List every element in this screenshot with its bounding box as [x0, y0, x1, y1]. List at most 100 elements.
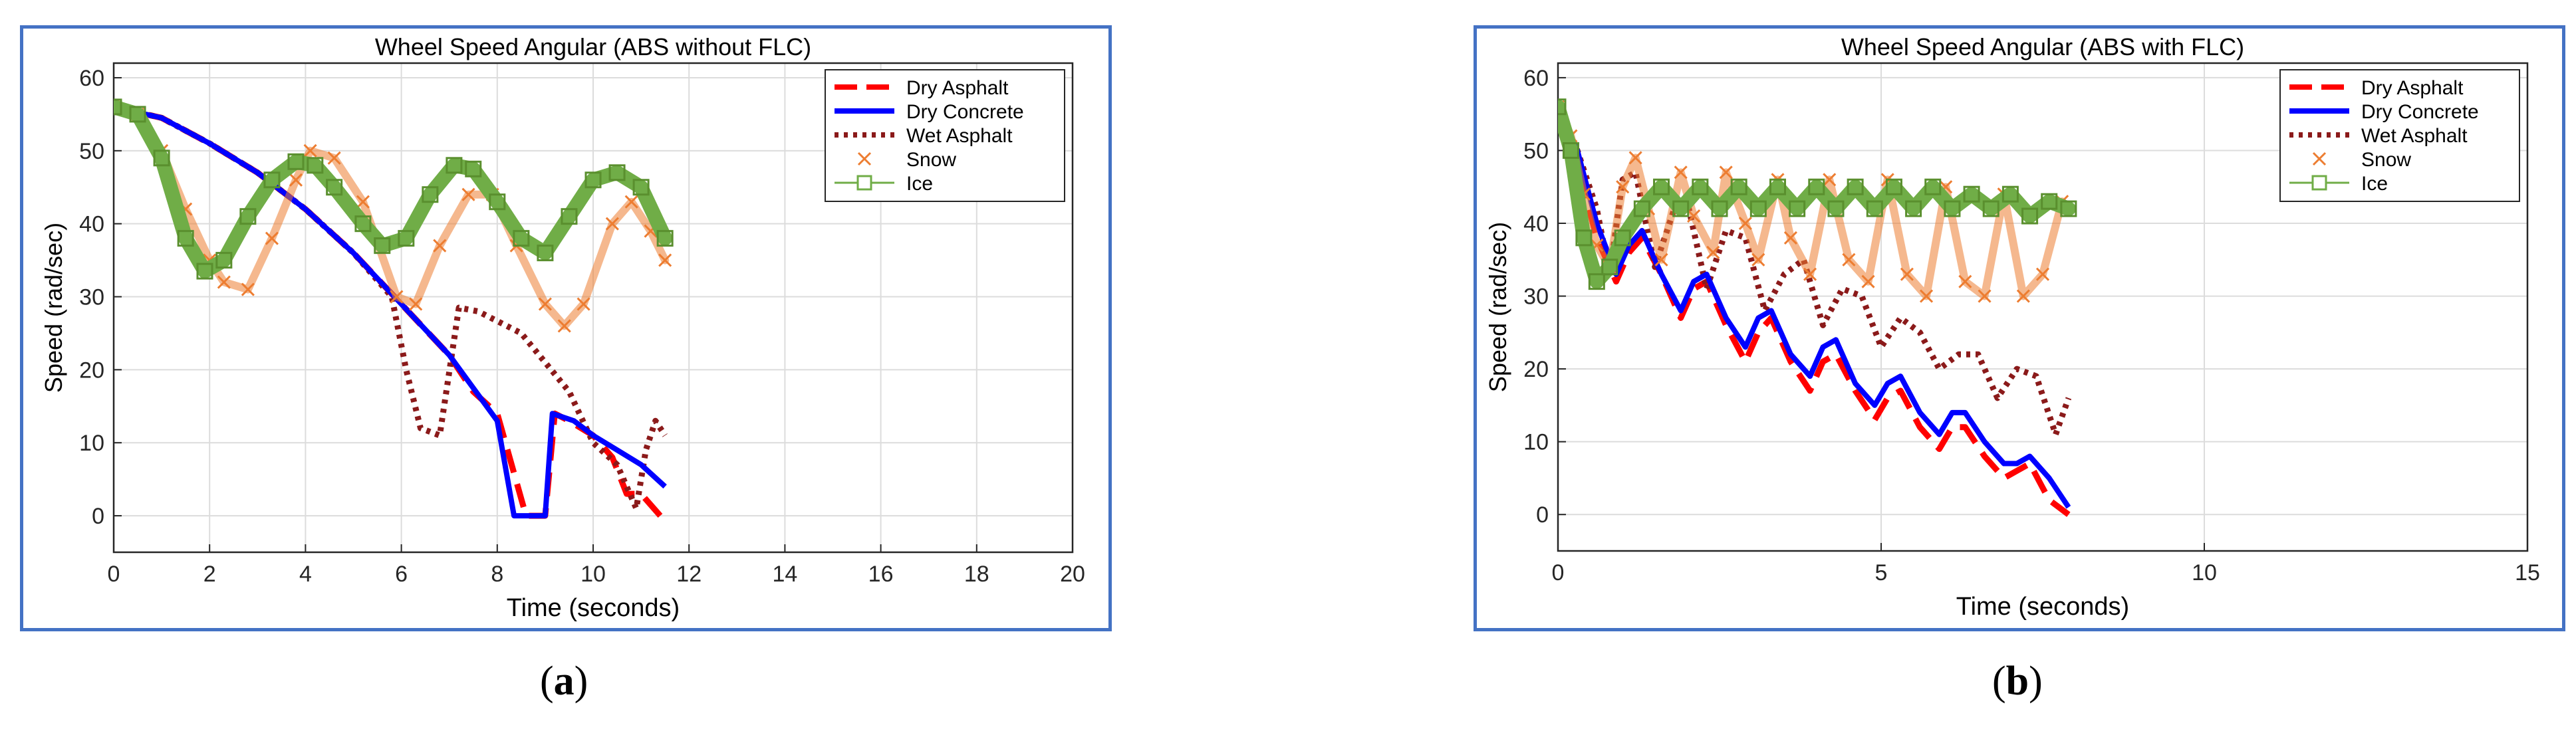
data-point	[114, 98, 122, 116]
data-point	[1601, 259, 1618, 276]
x-tick-label: 0	[1552, 560, 1565, 585]
data-point	[608, 164, 626, 181]
x-tick-label: 10	[2192, 560, 2217, 585]
data-point	[1866, 200, 1883, 217]
caption-b-open: (	[1992, 659, 2006, 704]
data-point	[1654, 253, 1668, 266]
data-point	[1706, 245, 1720, 259]
legend-swatch	[857, 152, 872, 166]
caption-a-open: (	[540, 659, 554, 704]
data-point	[1847, 178, 1864, 195]
data-point	[326, 179, 343, 196]
data-point	[153, 150, 170, 167]
data-point	[1719, 165, 1733, 179]
series-line	[114, 104, 667, 519]
x-tick-label: 2	[203, 562, 216, 587]
data-point	[1905, 200, 1922, 217]
series-dry-concrete	[114, 104, 667, 519]
legend-label: Snow	[2361, 149, 2411, 171]
caption-b-letter: b	[2005, 659, 2029, 704]
x-tick-label: 8	[491, 562, 503, 587]
data-point	[584, 171, 602, 189]
x-tick-label: 6	[395, 562, 408, 587]
data-point	[632, 179, 650, 196]
data-point	[196, 262, 213, 280]
legend-label: Snow	[906, 149, 956, 171]
data-point	[1861, 274, 1875, 288]
data-point	[2021, 207, 2039, 225]
data-point	[2035, 267, 2050, 281]
data-point	[265, 231, 279, 245]
data-point	[239, 208, 257, 225]
data-point	[1738, 216, 1752, 231]
y-tick-label: 50	[1523, 138, 1549, 163]
series-ice	[1558, 98, 2077, 290]
y-axis-label: Speed (rad/sec)	[40, 223, 67, 393]
data-point	[433, 239, 447, 253]
data-point	[1616, 180, 1630, 194]
data-point	[1711, 200, 1728, 217]
data-point	[2041, 193, 2058, 210]
data-point	[656, 230, 674, 247]
data-point	[390, 290, 404, 304]
data-point	[513, 230, 530, 247]
data-point	[327, 151, 341, 165]
data-point	[538, 297, 552, 311]
y-tick-label: 10	[1523, 430, 1549, 455]
data-point	[1958, 274, 1972, 288]
x-axis-label: Time (seconds)	[1956, 593, 2129, 621]
data-point	[1789, 200, 1806, 217]
data-point	[289, 173, 303, 187]
legend-swatch	[2311, 175, 2327, 191]
y-tick-label: 50	[79, 139, 104, 164]
x-tick-label: 12	[676, 562, 702, 587]
x-tick-label: 16	[868, 562, 894, 587]
x-tick-label: 4	[299, 562, 312, 587]
y-tick-label: 10	[79, 431, 104, 456]
series-dry-asphalt	[1558, 106, 2071, 517]
legend-label: Dry Concrete	[906, 101, 1024, 123]
series-band	[114, 99, 673, 279]
data-point	[1924, 178, 1942, 195]
data-point	[1827, 200, 1845, 217]
y-tick-label: 0	[1536, 502, 1549, 528]
data-point	[1751, 253, 1765, 266]
data-point	[446, 157, 463, 174]
y-tick-label: 0	[92, 504, 104, 529]
data-point	[1783, 231, 1797, 245]
data-point	[1588, 273, 1605, 290]
data-point	[1919, 289, 1934, 303]
data-point	[1653, 178, 1670, 195]
caption-b: (b)	[1992, 658, 2043, 705]
caption-a: (a)	[540, 658, 588, 705]
x-tick-label: 5	[1875, 560, 1888, 585]
chart-b-svg: 0 5 10 15 0 10 20 30 40 50 60 Wheel Speed Angular (…	[1484, 33, 2540, 621]
data-point	[1633, 200, 1650, 217]
chart-title: Wheel Speed Angular (ABS with FLC)	[1841, 33, 2244, 60]
data-point	[2016, 289, 2030, 303]
data-point	[1808, 178, 1825, 195]
data-point	[1749, 200, 1767, 217]
legend-label: Wet Asphalt	[906, 125, 1013, 147]
series-ice	[114, 98, 674, 280]
data-point	[1692, 178, 1709, 195]
legend-swatch	[856, 175, 872, 191]
x-axis-label: Time (seconds)	[507, 594, 680, 622]
data-point	[241, 282, 255, 296]
data-point	[374, 237, 391, 255]
data-point	[461, 187, 475, 201]
data-point	[1730, 178, 1747, 195]
data-point	[2001, 185, 2019, 203]
data-point	[2060, 200, 2077, 217]
plot-box	[112, 62, 1074, 554]
data-point	[1842, 253, 1856, 266]
data-point	[1944, 200, 1961, 217]
y-tick-label: 20	[1523, 357, 1549, 382]
data-point	[356, 195, 370, 209]
series-dry-asphalt	[114, 104, 663, 519]
y-tick-label: 60	[1523, 66, 1549, 91]
y-tick-label: 60	[79, 66, 104, 91]
x-tick-label: 18	[964, 562, 989, 587]
data-point	[1978, 289, 1992, 303]
data-point	[217, 275, 231, 289]
